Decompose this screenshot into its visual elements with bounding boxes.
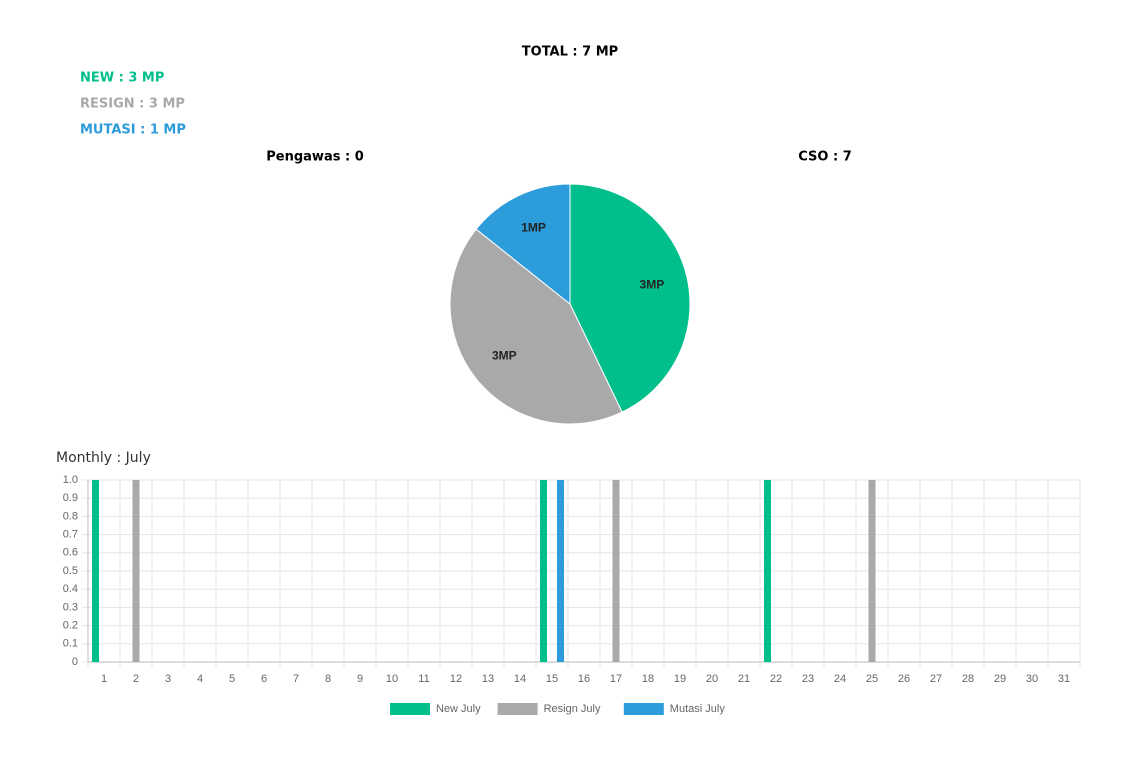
x-tick-label: 19	[674, 673, 686, 685]
pie-slice	[449, 228, 623, 425]
y-tick-label: 0.3	[63, 601, 78, 613]
x-tick-label: 14	[514, 673, 526, 685]
bar	[557, 480, 564, 662]
legend-swatch	[390, 703, 430, 715]
summary-item: NEW : 3 MP	[80, 71, 164, 86]
x-tick-label: 2	[133, 673, 139, 685]
pie-slice	[475, 183, 571, 306]
pie-slice	[569, 183, 691, 413]
y-tick-label: 1.0	[63, 474, 78, 486]
legend-swatch	[623, 703, 664, 715]
bar	[612, 480, 620, 662]
y-tick-label: 0.5	[63, 565, 78, 577]
y-tick-label: 0.2	[63, 620, 78, 632]
summary-item: MUTASI : 1 MP	[80, 123, 186, 138]
x-tick-label: 16	[578, 673, 590, 685]
x-tick-label: 21	[738, 673, 750, 685]
legend-swatch	[497, 703, 538, 715]
x-tick-label: 12	[450, 673, 462, 685]
x-tick-label: 27	[930, 673, 942, 685]
x-tick-label: 1	[101, 673, 107, 685]
y-tick-label: 0.4	[63, 583, 78, 595]
pengawas-heading: Pengawas : 0	[266, 150, 364, 165]
legend-label: New July	[436, 703, 481, 715]
y-tick-label: 0.8	[63, 510, 78, 522]
y-tick-label: 0.6	[63, 547, 78, 559]
y-tick-label: 0.7	[63, 529, 78, 541]
bar	[764, 480, 771, 662]
x-tick-label: 11	[418, 673, 429, 685]
x-tick-label: 30	[1026, 673, 1038, 685]
x-tick-label: 24	[834, 673, 846, 685]
x-tick-label: 29	[994, 673, 1006, 685]
x-tick-label: 8	[325, 673, 331, 685]
slice-label: 3MP	[492, 349, 517, 363]
x-tick-label: 20	[706, 673, 718, 685]
x-tick-label: 31	[1058, 673, 1070, 685]
x-tick-label: 4	[197, 673, 203, 685]
x-tick-label: 6	[261, 673, 267, 685]
y-tick-label: 0.9	[63, 492, 78, 504]
x-tick-label: 26	[898, 673, 910, 685]
x-tick-label: 25	[866, 673, 878, 685]
summary-item: RESIGN : 3 MP	[80, 97, 185, 112]
x-tick-label: 17	[610, 673, 622, 685]
x-tick-label: 5	[229, 673, 235, 685]
y-tick-label: 0.1	[63, 638, 78, 650]
x-tick-label: 28	[962, 673, 974, 685]
slice-label: 3MP	[640, 277, 665, 291]
x-tick-label: 22	[770, 673, 782, 685]
bar	[132, 480, 140, 662]
y-tick-label: 0	[72, 656, 78, 668]
slice-label: 1MP	[521, 220, 546, 234]
x-tick-label: 7	[293, 673, 299, 685]
bar	[92, 480, 99, 662]
x-tick-label: 15	[546, 673, 558, 685]
x-tick-label: 3	[165, 673, 171, 685]
x-tick-label: 18	[642, 673, 654, 685]
bar	[540, 480, 547, 662]
x-tick-label: 9	[357, 673, 363, 685]
bar	[868, 480, 876, 662]
x-tick-label: 23	[802, 673, 814, 685]
total-title: TOTAL : 7 MP	[522, 45, 618, 60]
cso-heading: CSO : 7	[798, 150, 852, 165]
legend-label: Resign July	[544, 703, 601, 715]
legend-label: Mutasi July	[670, 703, 726, 715]
x-tick-label: 10	[386, 673, 398, 685]
bar-title: Monthly : July	[56, 450, 151, 466]
x-tick-label: 13	[482, 673, 494, 685]
